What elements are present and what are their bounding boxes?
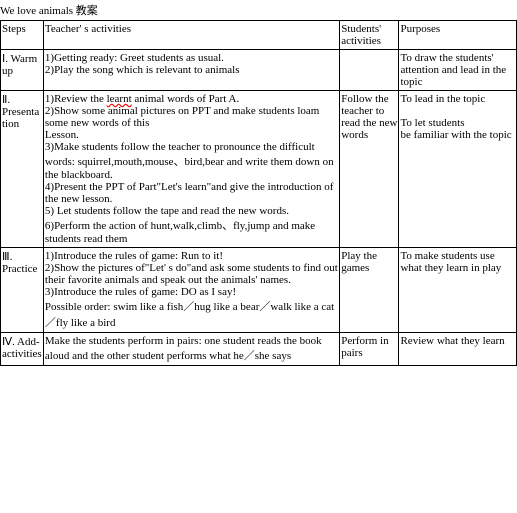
cell-purpose: Review what they learn — [399, 333, 517, 366]
cell-step: Ⅰ. Warm up — [1, 50, 44, 91]
header-steps: Steps — [1, 21, 44, 50]
table-row: Ⅰ. Warm up 1)Getting ready: Greet studen… — [1, 50, 517, 91]
table-row: Ⅳ. Add-activities Make the students perf… — [1, 333, 517, 366]
cell-teacher: 1)Review the learnt animal words of Part… — [43, 91, 339, 248]
cell-purpose: To lead in the topic To let students be … — [399, 91, 517, 248]
cell-step: Ⅱ. Presentation — [1, 91, 44, 248]
cell-step: Ⅳ. Add-activities — [1, 333, 44, 366]
lesson-plan-table: Steps Teacher' s activities Students' ac… — [0, 20, 517, 366]
header-purposes: Purposes — [399, 21, 517, 50]
table-row: Ⅱ. Presentation 1)Review the learnt anim… — [1, 91, 517, 248]
lesson-plan-title: We love animals 教案 — [0, 0, 517, 20]
text-pre: 1)Review the — [45, 93, 107, 105]
header-teacher: Teacher' s activities — [43, 21, 339, 50]
cell-students — [340, 50, 399, 91]
cell-teacher: Make the students perform in pairs: one … — [43, 333, 339, 366]
table-row: Ⅲ. Practice 1)Introduce the rules of gam… — [1, 248, 517, 333]
table-header-row: Steps Teacher' s activities Students' ac… — [1, 21, 517, 50]
text-wavy: learnt — [107, 93, 132, 105]
cell-teacher: 1)Getting ready: Greet students as usual… — [43, 50, 339, 91]
cell-students: Follow the teacher to read the new words — [340, 91, 399, 248]
cell-step: Ⅲ. Practice — [1, 248, 44, 333]
cell-students: Play the games — [340, 248, 399, 333]
cell-purpose: To make students use what they learn in … — [399, 248, 517, 333]
cell-purpose: To draw the students' attention and lead… — [399, 50, 517, 91]
text-post: animal words of Part A. 2)Show some anim… — [45, 93, 334, 245]
header-students: Students' activities — [340, 21, 399, 50]
cell-students: Perform in pairs — [340, 333, 399, 366]
cell-teacher: 1)Introduce the rules of game: Run to it… — [43, 248, 339, 333]
